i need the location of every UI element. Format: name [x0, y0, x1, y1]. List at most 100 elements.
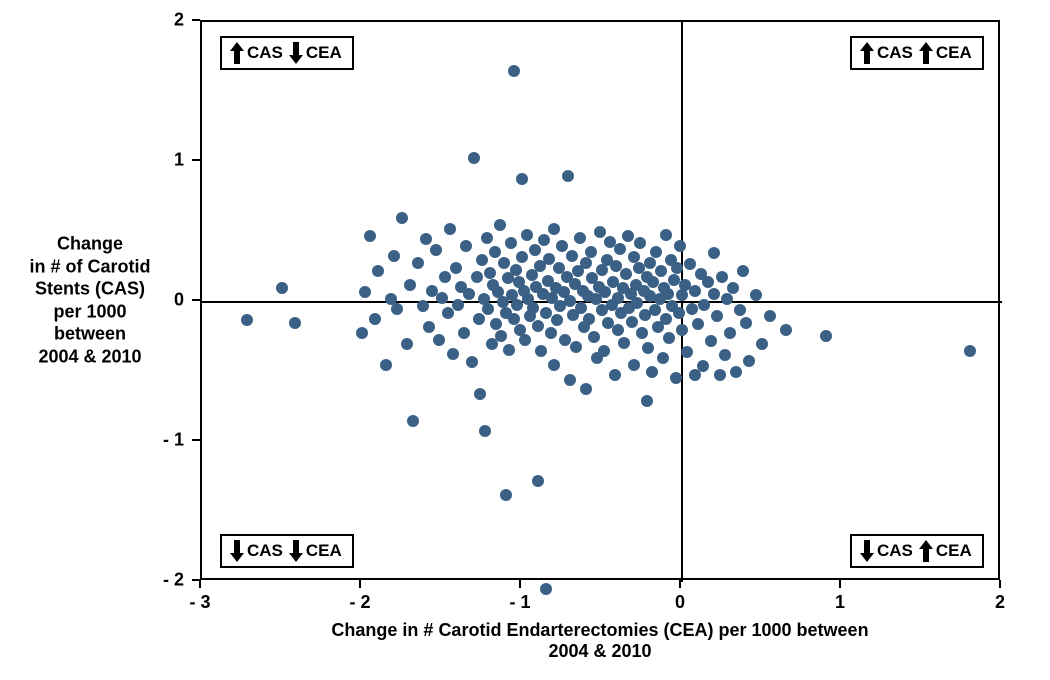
y-tick-label: - 1 — [163, 430, 184, 451]
scatter-point — [614, 243, 626, 255]
scatter-point — [511, 299, 523, 311]
scatter-point — [716, 271, 728, 283]
arrow-up-icon — [919, 42, 933, 64]
quadrant-segment-label: CAS — [247, 43, 283, 63]
scatter-point — [484, 267, 496, 279]
scatter-point — [626, 316, 638, 328]
scatter-point — [482, 303, 494, 315]
scatter-point — [686, 303, 698, 315]
y-tick-label: 0 — [174, 290, 184, 311]
scatter-point — [508, 65, 520, 77]
scatter-point — [380, 359, 392, 371]
scatter-point — [574, 232, 586, 244]
scatter-point — [521, 229, 533, 241]
quadrant-label-br: CASCEA — [850, 534, 984, 568]
scatter-point — [612, 324, 624, 336]
arrow-up-icon — [230, 42, 244, 64]
y-tick-label: - 2 — [163, 570, 184, 591]
y-tick-label: 2 — [174, 10, 184, 31]
quadrant-label-tr: CASCEA — [850, 36, 984, 70]
x-tick-label: 2 — [995, 592, 1005, 613]
scatter-point — [622, 230, 634, 242]
scatter-point — [559, 334, 571, 346]
scatter-point — [439, 271, 451, 283]
scatter-point — [404, 279, 416, 291]
scatter-point — [609, 369, 621, 381]
scatter-point — [737, 265, 749, 277]
scatter-point — [594, 226, 606, 238]
scatter-point — [740, 317, 752, 329]
scatter-point — [460, 240, 472, 252]
scatter-point — [692, 318, 704, 330]
quadrant-segment: CAS — [230, 540, 283, 562]
scatter-point — [575, 302, 587, 314]
x-tick-label: 0 — [675, 592, 685, 613]
scatter-point — [708, 288, 720, 300]
x-tick-label: - 3 — [189, 592, 210, 613]
quadrant-segment-label: CAS — [247, 541, 283, 561]
scatter-point — [401, 338, 413, 350]
x-tick — [519, 580, 521, 588]
scatter-point — [580, 383, 592, 395]
scatter-point — [628, 251, 640, 263]
x-axis-title-line: Change in # Carotid Endarterectomies (CE… — [200, 620, 1000, 641]
scatter-point — [444, 223, 456, 235]
scatter-point — [436, 292, 448, 304]
scatter-point — [764, 310, 776, 322]
y-tick-label: 1 — [174, 150, 184, 171]
scatter-point — [697, 360, 709, 372]
x-tick — [679, 580, 681, 588]
scatter-point — [564, 374, 576, 386]
scatter-point — [412, 257, 424, 269]
arrow-up-icon — [860, 42, 874, 64]
scatter-point — [423, 321, 435, 333]
scatter-point — [364, 230, 376, 242]
scatter-point — [388, 250, 400, 262]
scatter-point — [650, 246, 662, 258]
scatter-point — [708, 247, 720, 259]
quadrant-segment-label: CAS — [877, 43, 913, 63]
scatter-point — [494, 219, 506, 231]
arrow-down-icon — [289, 540, 303, 562]
scatter-point — [471, 271, 483, 283]
scatter-point — [548, 359, 560, 371]
quadrant-segment-label: CEA — [306, 43, 342, 63]
scatter-point — [599, 286, 611, 298]
scatter-point — [433, 334, 445, 346]
scatter-point — [721, 293, 733, 305]
quadrant-segment: CEA — [289, 42, 342, 64]
scatter-point — [684, 258, 696, 270]
quadrant-label-bl: CASCEA — [220, 534, 354, 568]
y-axis-title: Changein # of CarotidStents (CAS)per 100… — [10, 233, 170, 368]
x-axis-title: Change in # Carotid Endarterectomies (CE… — [200, 620, 1000, 662]
scatter-point — [481, 232, 493, 244]
scatter-point — [473, 313, 485, 325]
arrow-down-icon — [860, 540, 874, 562]
scatter-point — [510, 264, 522, 276]
scatter-point — [476, 254, 488, 266]
y-axis-title-line: in # of Carotid — [10, 255, 170, 278]
scatter-point — [676, 324, 688, 336]
scatter-point — [730, 366, 742, 378]
scatter-point — [681, 346, 693, 358]
scatter-point — [508, 313, 520, 325]
scatter-point — [495, 330, 507, 342]
scatter-point — [458, 327, 470, 339]
x-tick — [999, 580, 1001, 588]
scatter-point — [580, 257, 592, 269]
scatter-point — [583, 313, 595, 325]
scatter-point — [551, 314, 563, 326]
y-axis-title-line: between — [10, 323, 170, 346]
scatter-point — [532, 320, 544, 332]
scatter-point — [642, 342, 654, 354]
quadrant-label-tl: CAS CEA — [220, 36, 354, 70]
scatter-point — [655, 265, 667, 277]
scatter-point — [289, 317, 301, 329]
scatter-point — [516, 173, 528, 185]
scatter-point — [519, 334, 531, 346]
scatter-point — [668, 274, 680, 286]
scatter-point — [564, 295, 576, 307]
scatter-point — [698, 299, 710, 311]
quadrant-segment: CEA — [919, 540, 972, 562]
scatter-point — [447, 348, 459, 360]
